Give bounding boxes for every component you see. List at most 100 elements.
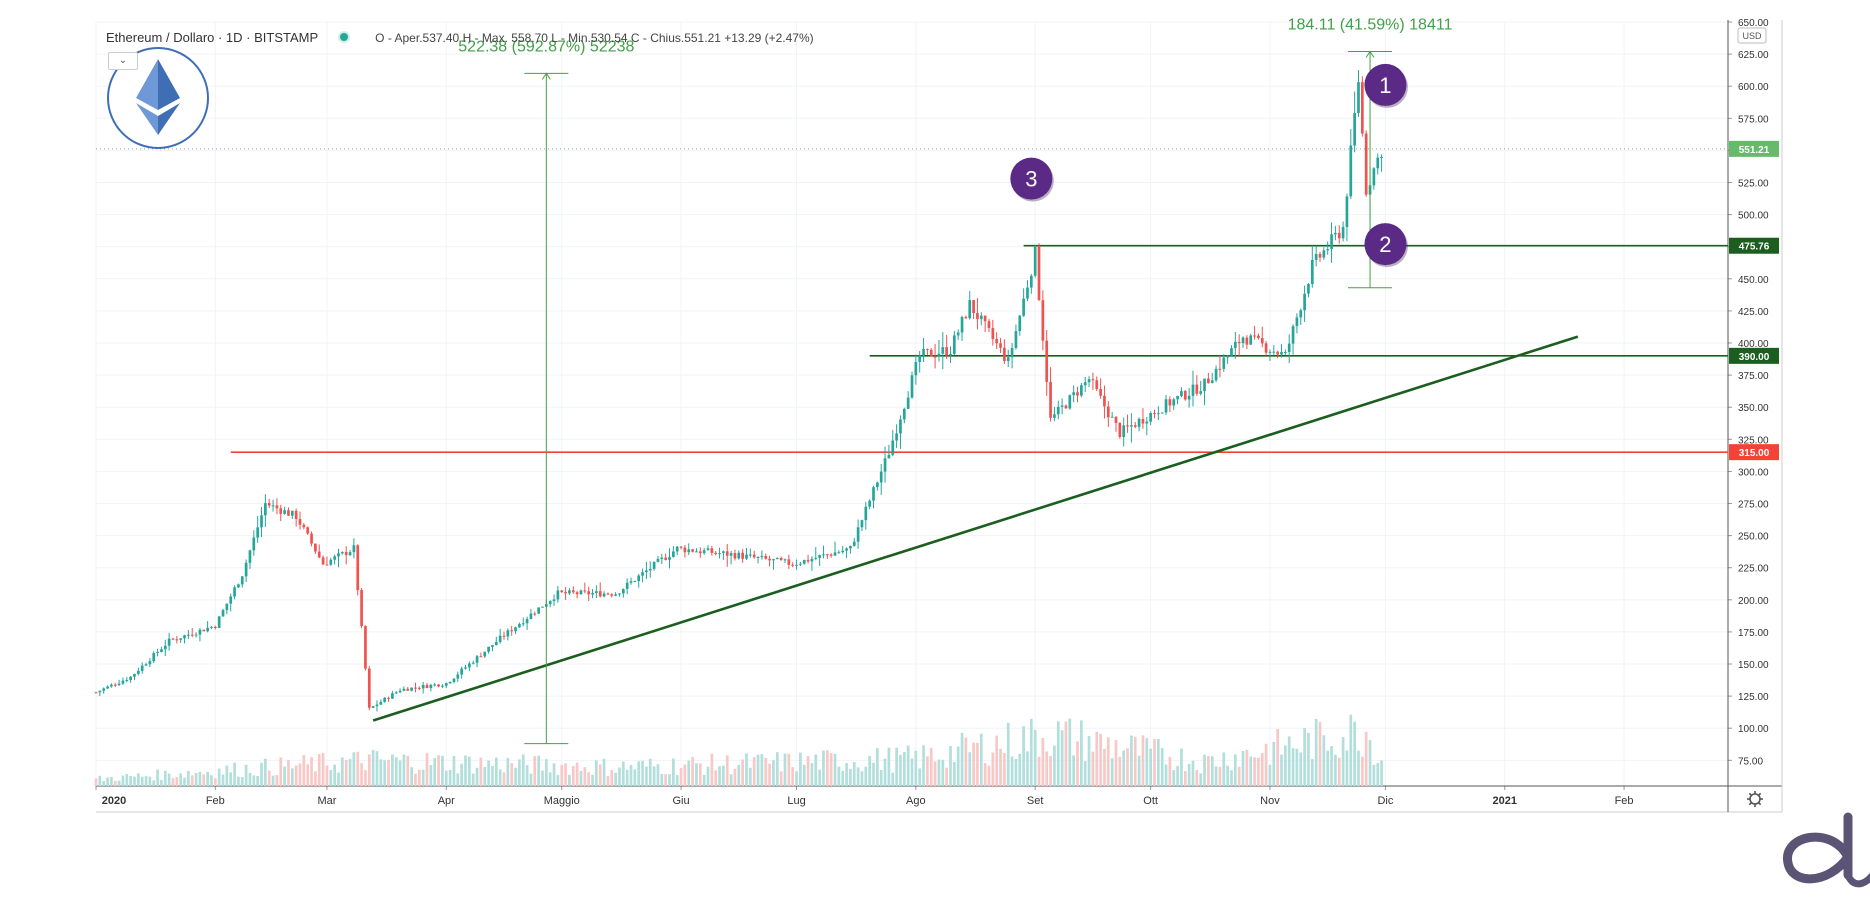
candle-body (1310, 259, 1314, 285)
candle-body (1053, 414, 1056, 418)
collapse-legend-button[interactable]: ⌄ (108, 52, 138, 70)
volume-bar (768, 763, 771, 786)
volume-bar (1033, 730, 1037, 786)
candle-body (1360, 82, 1364, 134)
candle-body (190, 634, 194, 636)
candle-body (252, 537, 256, 551)
candle-body (248, 550, 252, 563)
volume-bar (645, 766, 648, 786)
volume-bar (979, 733, 983, 786)
candle-body (498, 635, 502, 642)
volume-bar (633, 769, 637, 786)
volume-bar (117, 780, 121, 786)
y-tick-label: 250.00 (1738, 532, 1769, 543)
dl-brand-logo (1783, 812, 1870, 888)
volume-bar (1014, 759, 1018, 786)
volume-bar (1291, 748, 1295, 786)
volume-bar (1249, 756, 1253, 786)
volume-bar (810, 763, 814, 786)
volume-bar (683, 764, 687, 786)
candle-body (1029, 275, 1033, 288)
volume-bar (244, 764, 248, 786)
candle-body (1130, 425, 1133, 427)
y-tick-label: 200.00 (1738, 596, 1769, 607)
candle-body (1218, 368, 1222, 370)
volume-bar (972, 742, 975, 786)
volume-bar (691, 757, 694, 786)
candle-body (783, 559, 787, 561)
candle-body (1099, 389, 1102, 396)
volume-bar (1156, 738, 1160, 786)
candle-body (464, 667, 467, 669)
volume-bar (806, 755, 810, 786)
volume-bar (629, 764, 633, 786)
candle-body (902, 408, 906, 420)
candle-body (941, 347, 945, 354)
candle-body (906, 397, 910, 409)
volume-bar (910, 758, 914, 786)
candle-body (876, 482, 879, 488)
candle-body (479, 656, 483, 658)
volume-bar (456, 773, 460, 786)
volume-bar (937, 759, 941, 786)
volume-bar (213, 778, 217, 786)
volume-bar (498, 769, 502, 786)
volume-bar (337, 772, 340, 786)
last-price-tag (1729, 140, 1779, 157)
symbol-title[interactable]: Ethereum / Dollaro · 1D · BITSTAMP (106, 30, 318, 45)
candle-body (1326, 249, 1330, 251)
volume-bar (387, 759, 390, 786)
volume-bar (267, 770, 271, 786)
candle-body (1106, 406, 1110, 418)
candle-body (683, 547, 687, 553)
volume-bar (1199, 773, 1203, 786)
candle-body (583, 590, 587, 592)
volume-bar (548, 772, 552, 786)
volume-bar (237, 776, 240, 786)
volume-bar (1310, 759, 1314, 786)
volume-bar (945, 767, 948, 786)
y-tick-label: 650.00 (1738, 18, 1769, 29)
volume-bar (444, 770, 448, 786)
volume-bar (475, 767, 479, 786)
volume-bar (625, 769, 629, 786)
candle-body (1153, 413, 1156, 415)
candle-body (1353, 113, 1356, 146)
volume-bar (1103, 748, 1106, 786)
volume-bar (1264, 743, 1268, 786)
volume-bar (233, 762, 236, 786)
candle-body (264, 503, 267, 516)
volume-bar (887, 747, 891, 786)
volume-bar (441, 755, 444, 786)
marker-label: 3 (1025, 167, 1037, 192)
candle-body (1133, 425, 1137, 427)
volume-bar (648, 758, 652, 786)
candle-body (929, 349, 933, 357)
candle-body (1183, 391, 1187, 400)
candle-body (741, 552, 744, 559)
volume-bar (133, 776, 136, 786)
candle-body (1068, 395, 1072, 409)
volume-bar (1091, 751, 1095, 786)
candle-body (587, 591, 591, 595)
volume-bar (960, 732, 964, 786)
volume-bar (1160, 748, 1164, 786)
volume-bar (1207, 756, 1210, 786)
level-price-label: 390.00 (1739, 352, 1770, 363)
candle-body (379, 701, 383, 705)
candle-body (352, 545, 356, 553)
candle-body (133, 673, 136, 677)
volume-bar (510, 762, 514, 786)
volume-bar (814, 754, 818, 786)
candle-body (314, 543, 317, 552)
candle-body (294, 510, 298, 520)
y-tick-label: 400.00 (1738, 339, 1769, 350)
volume-bar (1037, 756, 1041, 786)
volume-bar (1214, 766, 1218, 786)
candle-body (163, 645, 167, 650)
volume-bar (695, 763, 698, 786)
volume-bar (356, 751, 360, 786)
candle-body (645, 570, 648, 573)
